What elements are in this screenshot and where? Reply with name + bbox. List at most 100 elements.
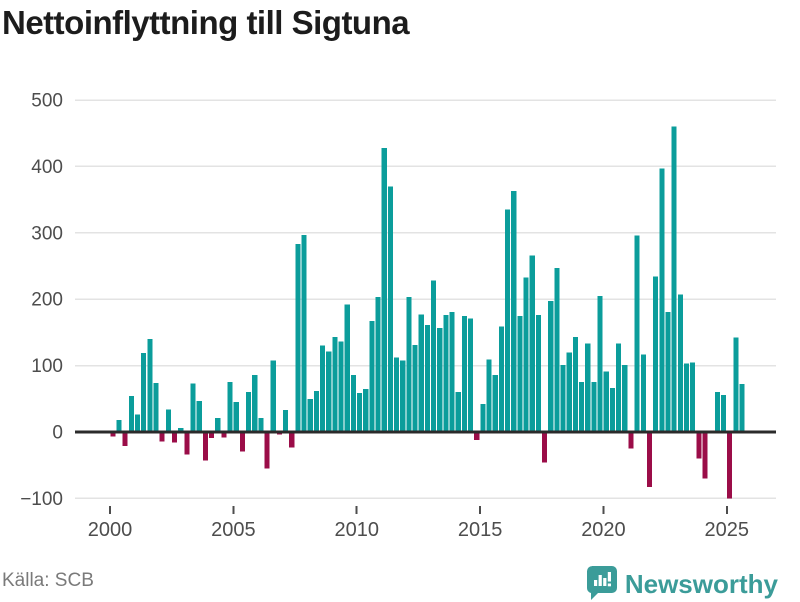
bar-2021-Q3 <box>640 354 646 432</box>
x-tick-label: 2000 <box>88 519 133 541</box>
bar-2002-Q3 <box>171 432 178 443</box>
bar-2019-Q2 <box>585 343 591 432</box>
y-tick-label: 400 <box>31 157 63 178</box>
bar-2024-Q3 <box>714 392 720 432</box>
bar-2025-Q3 <box>739 384 745 432</box>
bar-2008-Q3 <box>320 345 326 432</box>
bar-2015-Q2 <box>486 359 492 432</box>
chart-title: Nettoinflyttning till Sigtuna <box>2 4 410 41</box>
bar-2015-Q3 <box>492 374 498 432</box>
x-tick-label: 2015 <box>458 519 503 541</box>
bar-2015-Q1 <box>480 404 486 432</box>
bar-2020-Q4 <box>622 364 628 432</box>
bar-2012-Q2 <box>412 345 418 432</box>
bar-2012-Q4 <box>424 325 430 432</box>
brand-name: Newsworthy <box>624 569 778 599</box>
bar-2002-Q4 <box>178 428 184 432</box>
x-tick-label: 2020 <box>581 519 626 541</box>
bar-2017-Q1 <box>529 255 535 432</box>
bar-2017-Q3 <box>542 432 548 463</box>
bar-2004-Q4 <box>227 382 233 432</box>
bar-2006-Q1 <box>258 418 264 432</box>
bar-2006-Q4 <box>276 432 282 435</box>
bar-2025-Q2 <box>733 337 739 432</box>
bar-2005-Q3 <box>246 392 252 432</box>
x-tick-label: 2025 <box>705 519 750 541</box>
bar-2023-Q1 <box>677 294 683 432</box>
bar-2024-Q4 <box>720 394 727 432</box>
bars-group <box>110 126 745 499</box>
bar-2023-Q2 <box>683 363 690 432</box>
bar-2002-Q2 <box>165 409 171 432</box>
bar-2003-Q4 <box>202 432 208 461</box>
bar-2001-Q3 <box>147 339 153 432</box>
bar-2008-Q1 <box>307 398 313 432</box>
bar-2007-Q4 <box>301 234 307 432</box>
bar-2007-Q2 <box>289 432 295 448</box>
x-tick-label: 2010 <box>334 519 379 541</box>
bar-2005-Q2 <box>239 432 245 452</box>
bar-2006-Q3 <box>270 360 276 432</box>
bar-2004-Q3 <box>221 432 227 438</box>
bar-2014-Q3 <box>468 318 474 432</box>
bar-2009-Q3 <box>344 304 350 432</box>
bar-2007-Q3 <box>295 244 301 432</box>
newsworthy-barchart-pin-icon <box>586 566 617 600</box>
bar-2016-Q1 <box>505 209 511 432</box>
bar-2004-Q2 <box>215 418 221 432</box>
bar-2014-Q1 <box>455 392 461 432</box>
bar-2013-Q1 <box>431 280 437 432</box>
bar-2001-Q4 <box>153 382 159 432</box>
x-tick-label: 2005 <box>211 519 256 541</box>
x-tick-marks <box>109 506 728 514</box>
bar-2006-Q2 <box>264 432 270 469</box>
bar-2016-Q4 <box>523 277 529 432</box>
bar-2022-Q4 <box>671 126 677 432</box>
bar-2004-Q1 <box>208 432 215 438</box>
bar-2013-Q4 <box>449 311 455 432</box>
y-gridlines <box>75 99 776 500</box>
bar-2019-Q3 <box>591 382 597 432</box>
bar-2018-Q3 <box>566 352 572 432</box>
bar-2012-Q3 <box>418 314 424 432</box>
y-tick-label: 100 <box>31 356 63 377</box>
bar-2014-Q4 <box>474 432 480 440</box>
bar-2005-Q1 <box>233 402 239 432</box>
bar-2017-Q2 <box>535 315 541 432</box>
bar-2010-Q2 <box>363 388 369 432</box>
bar-2017-Q4 <box>548 301 554 432</box>
bar-2000-Q4 <box>128 396 134 432</box>
bar-2013-Q3 <box>443 315 449 432</box>
bar-2009-Q2 <box>338 341 344 432</box>
bar-2016-Q3 <box>517 315 523 432</box>
bar-2000-Q1 <box>110 432 116 437</box>
y-tick-labels: 500 400 300 200 100 0 −100 <box>20 91 63 510</box>
bar-2020-Q2 <box>609 388 616 432</box>
bar-2018-Q4 <box>572 337 578 432</box>
bar-2023-Q4 <box>696 432 702 459</box>
bar-2020-Q1 <box>603 371 609 432</box>
bar-2021-Q2 <box>634 235 640 432</box>
bar-2011-Q2 <box>387 186 393 432</box>
bar-2003-Q2 <box>190 383 196 432</box>
bar-2011-Q4 <box>400 360 406 432</box>
bar-2016-Q2 <box>511 190 517 432</box>
y-tick-label: 300 <box>31 223 63 244</box>
bar-2003-Q3 <box>196 400 202 432</box>
bar-2005-Q4 <box>252 374 258 432</box>
bar-2003-Q1 <box>184 432 190 455</box>
bar-2009-Q1 <box>332 337 338 432</box>
newsworthy-logo: Newsworthy <box>586 566 778 602</box>
bar-2021-Q1 <box>628 432 634 449</box>
bar-2002-Q1 <box>159 432 165 442</box>
bar-2012-Q1 <box>406 297 412 432</box>
bar-2021-Q4 <box>646 432 653 488</box>
bar-2001-Q2 <box>141 352 147 432</box>
bar-2015-Q4 <box>498 326 504 432</box>
bar-2022-Q3 <box>665 311 671 432</box>
y-tick-label: −100 <box>20 489 63 510</box>
bar-2011-Q1 <box>381 147 387 432</box>
bar-2008-Q4 <box>326 351 332 432</box>
bar-2000-Q3 <box>122 432 128 446</box>
